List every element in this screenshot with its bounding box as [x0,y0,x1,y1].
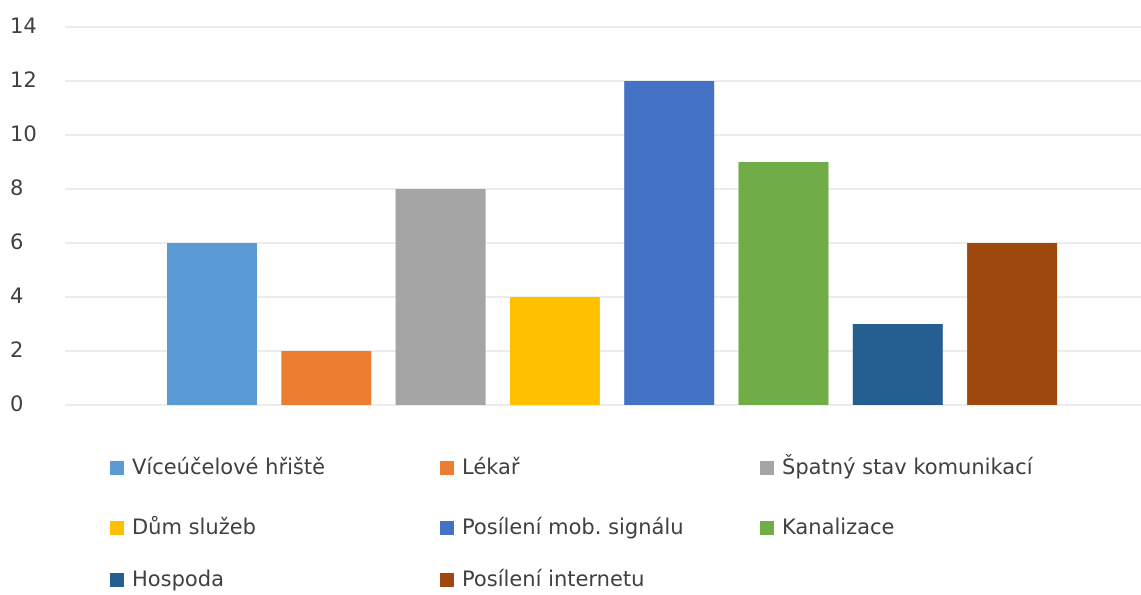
bar [395,189,486,405]
legend-swatch [440,521,454,535]
legend-swatch [110,521,124,535]
bar [281,351,372,405]
bar [738,162,829,405]
legend-swatch [110,573,124,587]
y-tick-label: 0 [10,392,23,416]
legend-label: Dům služeb [132,515,256,539]
legend-swatch [760,461,774,475]
y-tick-label: 12 [10,68,37,92]
y-tick-label: 6 [10,230,23,254]
y-tick-label: 8 [10,176,23,200]
y-tick-label: 4 [10,284,23,308]
y-tick-label: 2 [10,338,23,362]
y-tick-label: 14 [10,14,37,38]
legend-swatch [440,573,454,587]
legend-label: Posílení mob. signálu [462,515,684,539]
legend-swatch [760,521,774,535]
bar [852,324,943,405]
legend-label: Kanalizace [782,515,894,539]
legend-label: Hospoda [132,567,224,591]
bar [509,297,600,405]
bar [624,81,715,405]
legend-label: Lékař [462,455,520,479]
legend-swatch [110,461,124,475]
bar [167,243,257,405]
bar [967,243,1058,405]
legend-label: Špatný stav komunikací [782,454,1034,479]
legend-label: Posílení internetu [462,567,644,591]
y-tick-label: 10 [10,122,37,146]
legend-label: Víceúčelové hřiště [132,455,325,479]
legend-swatch [440,461,454,475]
